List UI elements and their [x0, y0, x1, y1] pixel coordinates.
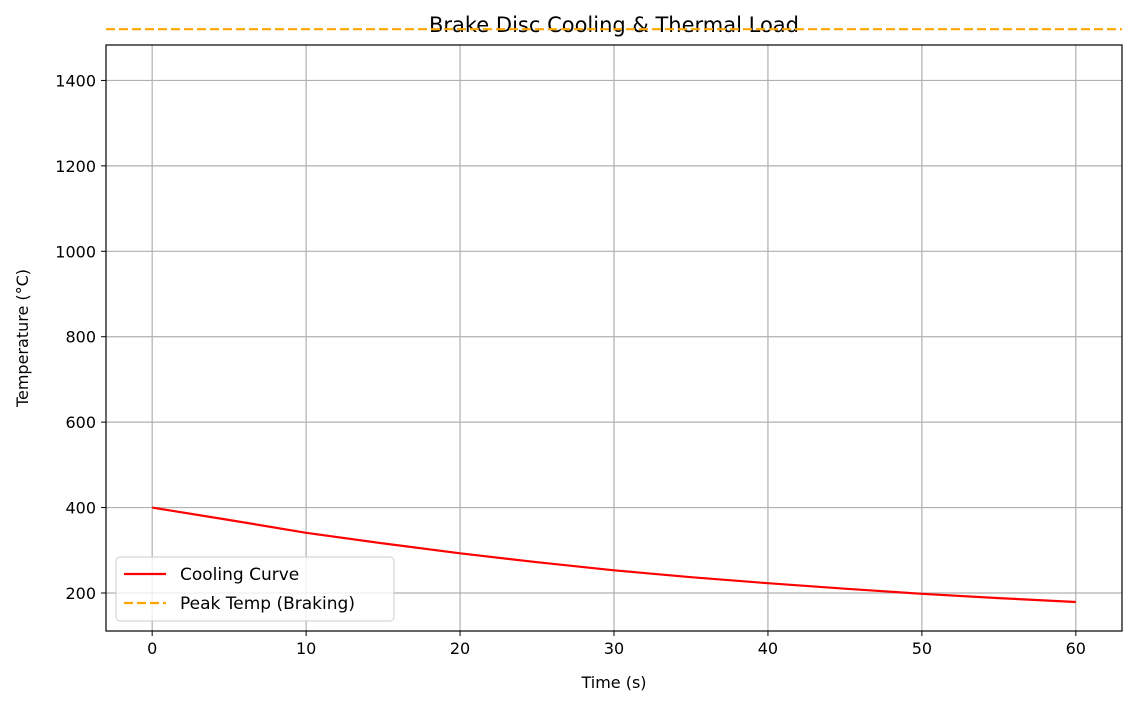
y-tick-label: 1200 [55, 157, 96, 176]
grid [106, 45, 1122, 631]
y-tick-label: 200 [65, 584, 96, 603]
y-axis-label: Temperature (°C) [13, 269, 32, 408]
x-axis-ticks: 0 10 20 30 40 50 60 [147, 631, 1086, 658]
y-axis-ticks: 200 400 600 800 1000 1200 1400 [55, 71, 106, 603]
y-tick-label: 400 [65, 499, 96, 518]
legend-label-peak-temp: Peak Temp (Braking) [180, 594, 355, 614]
legend-box [115, 556, 395, 622]
x-tick-label: 60 [1066, 639, 1086, 658]
x-tick-label: 0 [147, 639, 157, 658]
x-tick-label: 30 [604, 639, 624, 658]
y-tick-label: 1000 [55, 242, 96, 261]
cooling-curve-line [152, 506, 1076, 604]
x-tick-label: 20 [450, 639, 470, 658]
y-tick-label: 1400 [55, 71, 96, 90]
y-tick-label: 600 [65, 413, 96, 432]
series-layer [106, 28, 1122, 604]
x-tick-label: 50 [912, 639, 932, 658]
legend: Cooling Curve Peak Temp (Braking) [115, 556, 395, 622]
chart-title: Brake Disc Cooling & Thermal Load [429, 13, 799, 37]
x-tick-label: 10 [296, 639, 316, 658]
x-axis-label: Time (s) [580, 673, 646, 692]
legend-label-cooling-curve: Cooling Curve [180, 565, 299, 585]
x-tick-label: 40 [758, 639, 778, 658]
y-tick-label: 800 [65, 328, 96, 347]
